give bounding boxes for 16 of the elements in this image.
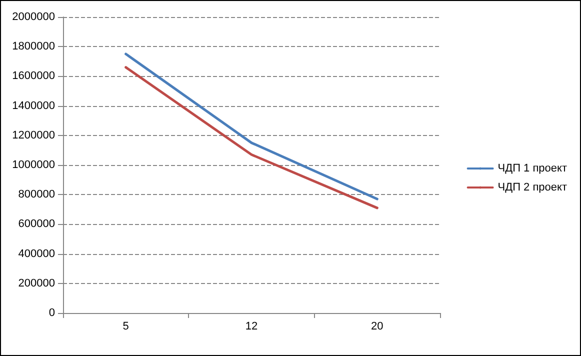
x-tick-label: 20 (371, 320, 384, 332)
y-tick-label: 800000 (18, 188, 55, 201)
y-tick-label: 1200000 (12, 129, 55, 142)
y-tick-label: 1600000 (12, 70, 55, 82)
y-tick-label: 0 (48, 307, 55, 319)
y-tick-label: 1800000 (12, 40, 55, 53)
y-tick-label: 2000000 (12, 11, 55, 23)
legend-label: ЧДП 2 проект (498, 182, 567, 194)
x-tick-label: 5 (122, 320, 129, 332)
legend-label: ЧДП 1 проект (498, 162, 567, 174)
y-tick-label: 1400000 (12, 100, 55, 112)
y-tick-label: 1000000 (12, 159, 55, 171)
x-tick-label: 12 (245, 320, 258, 332)
y-tick-label: 600000 (18, 218, 55, 230)
y-tick-label: 200000 (18, 277, 55, 290)
y-tick-label: 400000 (18, 248, 55, 260)
